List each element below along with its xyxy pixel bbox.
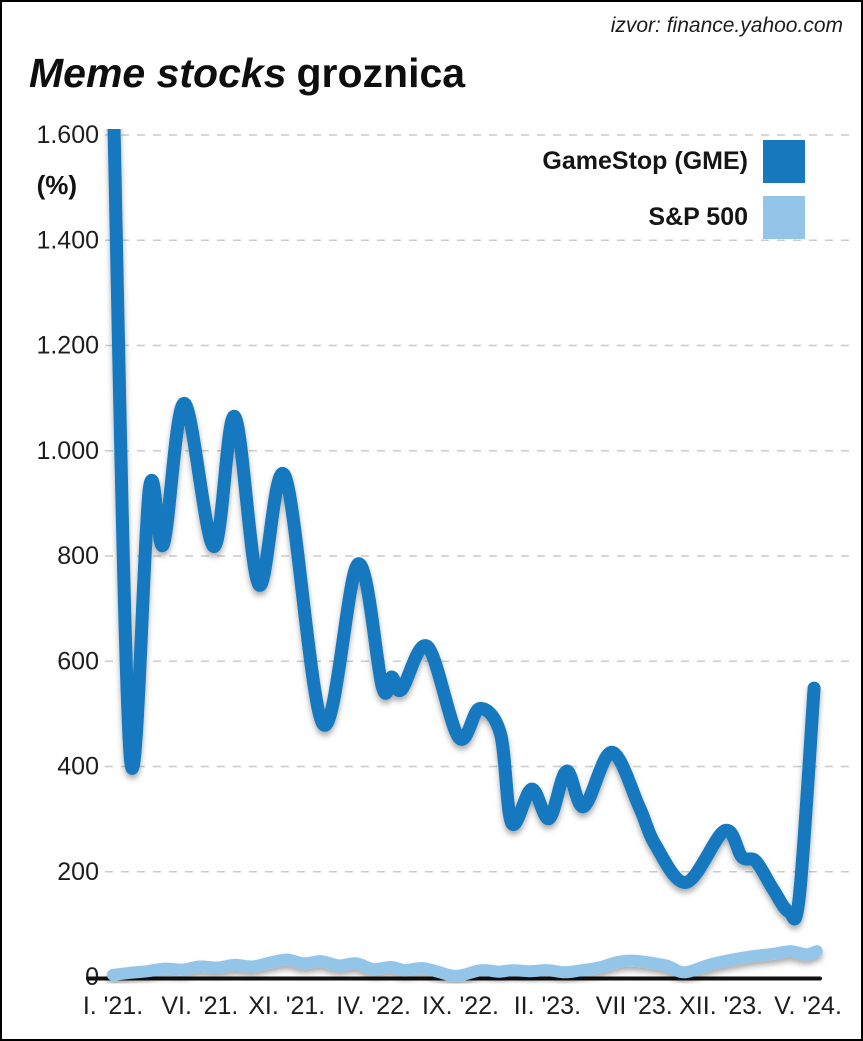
x-tick-label: IX. '22. bbox=[422, 992, 499, 1020]
legend-swatch-sp500 bbox=[763, 196, 805, 239]
title-regular-part: groznica bbox=[296, 50, 466, 96]
y-tick-label: 200 bbox=[57, 858, 99, 886]
legend-label-gamestop: GameStop (GME) bbox=[542, 147, 748, 175]
legend-item-sp500: S&P 500 bbox=[648, 196, 805, 239]
x-tick-label: II. '23. bbox=[514, 992, 581, 1020]
legend-swatch-gamestop bbox=[763, 140, 805, 183]
x-tick-label: I. '21. bbox=[83, 992, 143, 1020]
x-tick-label: VI. '21. bbox=[161, 992, 238, 1020]
legend-item-gamestop: GameStop (GME) bbox=[542, 140, 805, 183]
y-tick-label: 1.600 bbox=[36, 121, 99, 149]
x-tick-label: XII. '23. bbox=[679, 992, 763, 1020]
y-tick-label: 1.000 bbox=[36, 437, 99, 465]
y-tick-label: 600 bbox=[57, 647, 99, 675]
y-tick-label: 1.200 bbox=[36, 332, 99, 360]
y-tick-label: 400 bbox=[57, 753, 99, 781]
y-tick-label: 800 bbox=[57, 542, 99, 570]
source-credit: izvor: finance.yahoo.com bbox=[610, 14, 843, 37]
x-tick-label: VII '23. bbox=[596, 992, 673, 1020]
y-axis-unit-label: (%) bbox=[36, 170, 77, 200]
page-title: Meme stocks groznica bbox=[29, 50, 465, 97]
series-path-s-p-500 bbox=[107, 945, 823, 982]
legend-label-sp500: S&P 500 bbox=[648, 203, 748, 231]
title-italic-part: Meme stocks bbox=[29, 50, 287, 96]
series-group bbox=[107, 129, 823, 982]
y-tick-label: 1.400 bbox=[36, 226, 99, 254]
x-tick-label: IV. '22. bbox=[336, 992, 411, 1020]
series-path-gamestop-gme bbox=[107, 129, 821, 926]
chart-legend: GameStop (GME) S&P 500 bbox=[542, 140, 805, 239]
x-tick-label: V. '24. bbox=[774, 992, 842, 1020]
x-tick-label: XI. '21. bbox=[248, 992, 325, 1020]
